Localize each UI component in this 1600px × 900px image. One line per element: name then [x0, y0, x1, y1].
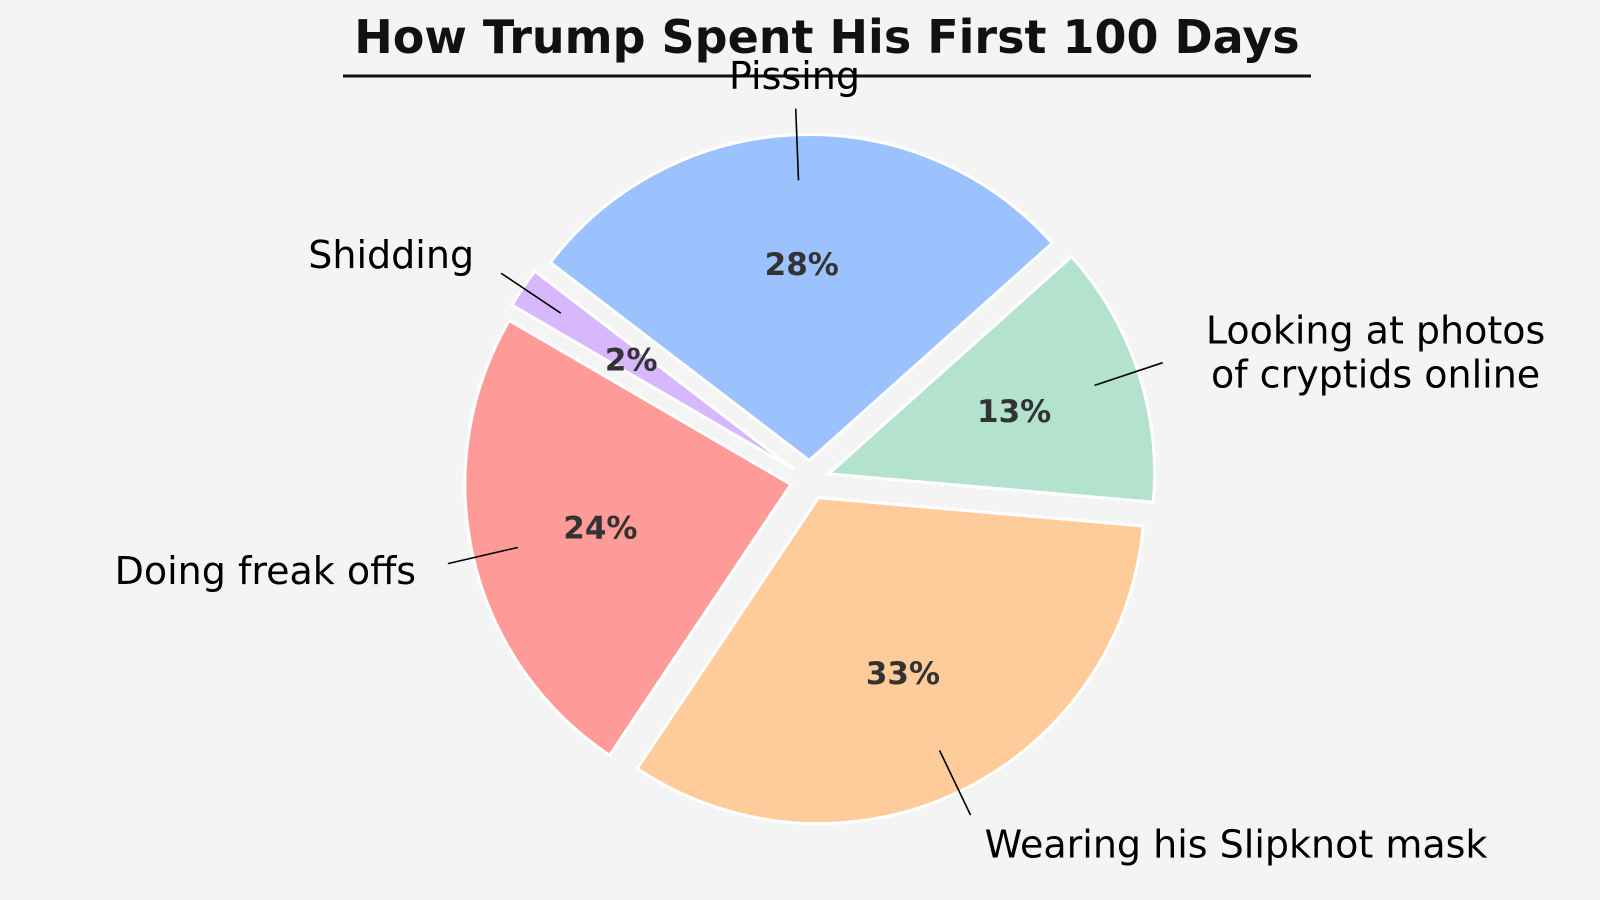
leader-line-looking-at-photos-of-cryptids-online: [1094, 361, 1163, 387]
slice-labels: Looking at photos of cryptids online Pissi…: [115, 54, 1546, 866]
leader-line-wearing-his-slipknot-mask: [938, 750, 972, 816]
slice-label-shidding: Shidding: [308, 233, 474, 277]
leader-lines: [447, 108, 1163, 816]
percent-label-looking-at-photos-of-cryptids-online: 13%: [977, 394, 1051, 430]
pie-slices: [463, 132, 1157, 826]
leader-line-shidding: [500, 272, 562, 314]
slice-label-looking-at-photos-of-cryptids-online: Looking at photos of cryptids online: [1206, 308, 1546, 396]
percent-label-shidding: 2%: [605, 342, 658, 378]
percent-label-pissing: 28%: [765, 247, 839, 283]
chart-title: How Trump Spent His First 100 Days: [354, 10, 1299, 64]
slice-label-wearing-his-slipknot-mask: Wearing his Slipknot mask: [985, 823, 1488, 867]
leader-line-doing-freak-offs: [447, 546, 518, 565]
percent-label-wearing-his-slipknot-mask: 33%: [866, 656, 940, 692]
leader-line-pissing: [794, 108, 800, 181]
percent-label-doing-freak-offs: 24%: [563, 510, 637, 546]
slice-label-doing-freak-offs: Doing freak offs: [115, 549, 417, 593]
slice-label-pissing: Pissing: [729, 54, 860, 98]
percent-labels: 13% 28% 2% 24% 33%: [563, 247, 1051, 692]
